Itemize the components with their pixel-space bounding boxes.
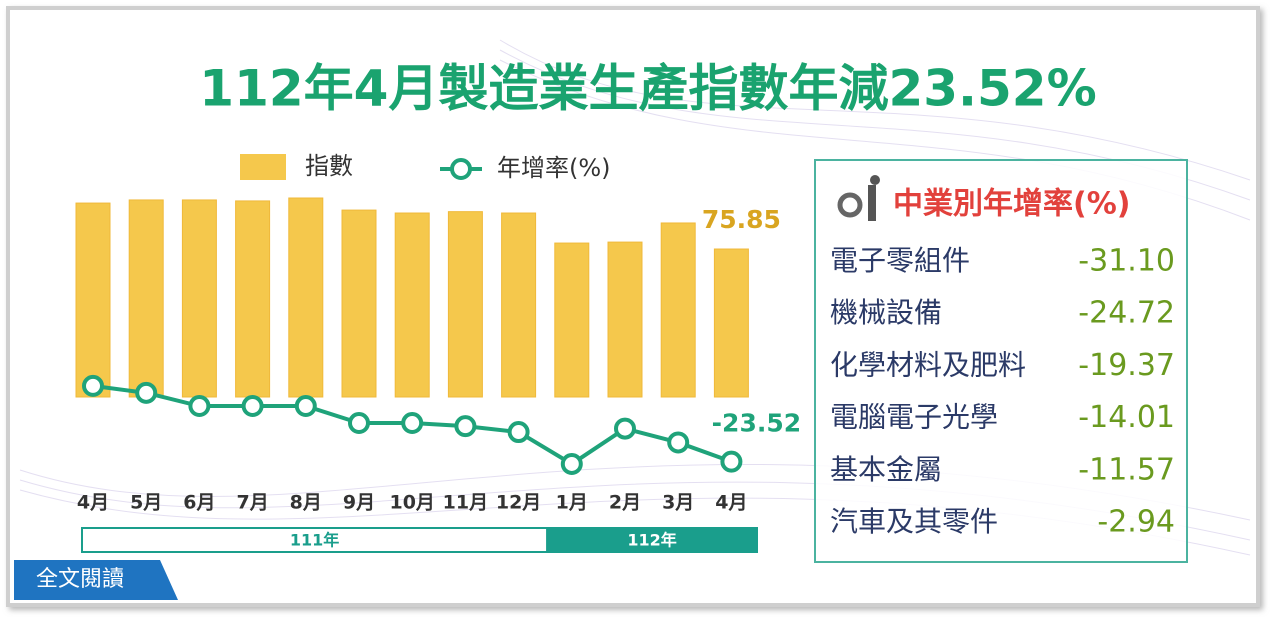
growth-marker [720,450,743,473]
industry-value: -2.94 [1097,505,1175,540]
x-tick-label: 4月 [715,492,747,514]
year-label: 111年 [290,531,339,550]
x-tick-label: 4月 [77,492,109,514]
growth-marker [401,412,424,435]
industry-name: 電腦電子光學 [830,401,998,434]
bar [713,248,749,398]
growth-marker [241,395,264,418]
title: 112年4月製造業生產指數年減23.52% [199,60,1096,118]
legend-label: 年增率(%) [497,154,611,182]
bar [181,199,217,398]
bar [501,212,537,398]
x-tick-label: 11月 [443,492,488,514]
growth-marker [507,421,530,444]
read-more-label[interactable]: 全文閱讀 [36,567,124,592]
bar [288,197,324,398]
line-value-label: -23.52 [712,409,801,438]
x-tick-label: 12月 [496,492,541,514]
x-tick-label: 5月 [130,492,162,514]
legend-swatch-marker [450,158,472,180]
growth-marker [560,452,583,475]
growth-marker [667,431,690,454]
industry-name: 機械設備 [830,296,942,329]
bar [394,212,430,398]
bar-value-label: 75.85 [702,205,781,234]
industry-value: -31.10 [1078,244,1175,279]
year-band [546,527,759,553]
bar [341,209,377,398]
x-tick-label: 2月 [609,492,641,514]
industry-value: -11.57 [1078,452,1175,487]
x-tick-label: 10月 [389,492,434,514]
growth-marker [614,417,636,440]
bar [554,242,590,398]
x-tick-label: 7月 [236,492,268,514]
year-label: 112年 [627,531,676,550]
bar [128,199,164,398]
growth-marker [188,395,211,418]
industry-value: -24.72 [1078,296,1175,331]
growth-marker [135,381,158,404]
bar [447,211,483,398]
bar [607,241,643,398]
industry-panel [814,159,1188,563]
gear-icon [837,175,880,221]
x-tick-label: 1月 [556,492,588,514]
growth-marker [294,395,317,418]
industry-name: 化學材料及肥料 [830,348,1026,381]
year-band [81,527,549,553]
growth-marker [454,415,477,438]
industry-name: 汽車及其零件 [830,505,998,538]
industry-name: 電子零組件 [830,244,970,277]
industry-value: -14.01 [1078,400,1175,435]
read-more-button[interactable] [14,560,178,600]
x-tick-label: 8月 [290,492,322,514]
legend-swatch-bar [240,154,286,180]
growth-marker [348,412,370,435]
bar [660,222,696,398]
x-tick-label: 6月 [183,492,215,514]
growth-marker [82,374,104,397]
x-tick-label: 3月 [662,492,694,514]
legend-label: 指數 [305,152,353,180]
x-tick-label: 9月 [343,492,375,514]
bar [75,202,111,398]
industry-name: 基本金屬 [830,453,942,486]
bar [235,200,271,398]
panel-title: 中業別年增率(%) [893,187,1130,222]
industry-value: -19.37 [1078,348,1175,383]
